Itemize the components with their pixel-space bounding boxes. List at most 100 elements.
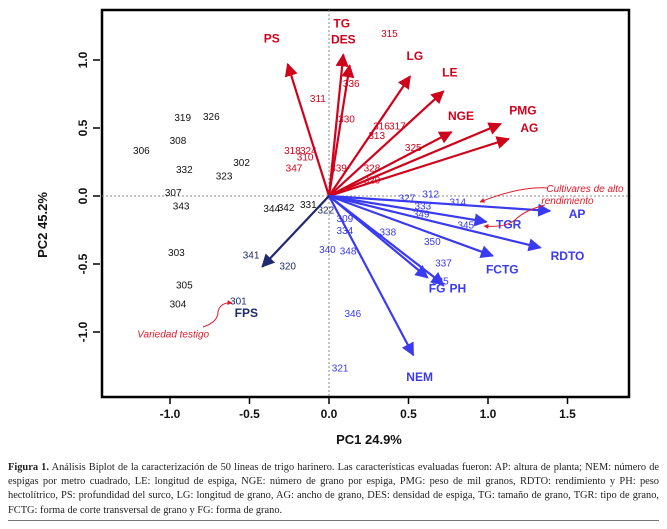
point-label-347: 347	[286, 163, 303, 174]
point-label-315: 315	[381, 29, 398, 40]
y-tick-label: -1.0	[76, 321, 90, 342]
vector-label-ap: AP	[569, 207, 586, 221]
x-tick-label: 0.0	[321, 407, 338, 421]
point-label-309: 309	[337, 214, 354, 225]
point-label-339: 339	[330, 163, 347, 174]
vector-label-ps: PS	[264, 31, 280, 45]
point-label-311: 311	[310, 94, 326, 105]
caption-label: Figura 1.	[8, 462, 49, 473]
vector-label-des: DES	[331, 33, 356, 47]
point-label-324: 324	[300, 146, 317, 157]
point-label-302: 302	[233, 158, 250, 169]
vector-ph	[328, 195, 445, 286]
vector-label-rdto: RDTO	[551, 249, 585, 263]
vector-label-nem: NEM	[406, 370, 433, 384]
vector-label-nge: NGE	[448, 109, 474, 123]
point-label-341: 341	[243, 250, 260, 261]
vector-label-ph: PH	[449, 282, 466, 296]
vector-label-fctg: FCTG	[486, 263, 519, 277]
vector-label-tg: TG	[333, 16, 350, 30]
point-label-313: 313	[368, 131, 385, 142]
point-label-310: 310	[297, 153, 314, 164]
vector-label-tgr: TGR	[496, 218, 522, 232]
vector-ap	[328, 194, 552, 217]
point-label-344: 344	[263, 204, 280, 215]
vector-pmg	[328, 122, 502, 198]
y-tick-label: -0.5	[76, 253, 90, 274]
vector-nem	[328, 195, 415, 357]
figure-caption: Figura 1. Análisis Biplot de la caracter…	[8, 461, 659, 518]
vector-ag	[328, 136, 510, 198]
x-tick-label: 1.0	[480, 407, 497, 421]
vector-tg	[327, 53, 349, 197]
point-label-301: 301	[230, 297, 247, 308]
point-label-325: 325	[405, 143, 422, 154]
x-tick-label: 1.5	[559, 407, 576, 421]
vector-ps	[284, 62, 331, 197]
x-tick-label: 0.5	[400, 407, 417, 421]
point-label-312: 312	[422, 189, 439, 200]
point-label-349: 349	[413, 210, 430, 221]
point-label-316: 316	[373, 121, 390, 132]
vector-fctg	[328, 194, 495, 258]
vector-label-le: LE	[442, 65, 457, 79]
annotation-text: Variedad testigo	[137, 329, 209, 340]
point-label-305: 305	[176, 280, 193, 291]
point-label-328: 328	[364, 163, 381, 174]
point-label-348: 348	[340, 246, 357, 257]
vector-label-fps: FPS	[235, 306, 258, 320]
point-label-333: 333	[414, 202, 431, 213]
point-label-329: 329	[364, 176, 381, 187]
point-label-346: 346	[345, 309, 362, 320]
y-tick-label: 0.0	[76, 187, 90, 204]
point-label-314: 314	[449, 197, 466, 208]
point-label-307: 307	[165, 188, 182, 199]
point-label-318: 318	[284, 146, 301, 157]
vector-label-lg: LG	[407, 49, 424, 63]
vector-label-pmg: PMG	[509, 103, 536, 117]
point-label-321: 321	[332, 363, 349, 374]
point-label-331: 331	[300, 200, 317, 211]
point-label-322: 322	[317, 206, 334, 217]
point-label-336: 336	[343, 79, 360, 90]
vector-des	[327, 64, 355, 197]
vector-label-ag: AG	[520, 121, 538, 135]
vector-rdto	[328, 194, 542, 252]
x-axis-label: PC1 24.9%	[336, 432, 402, 447]
annotation-arrow-345	[483, 204, 546, 229]
point-label-323: 323	[216, 172, 233, 183]
point-label-350: 350	[424, 237, 441, 248]
annotation-arrow-301	[202, 300, 233, 328]
point-label-308: 308	[170, 136, 187, 147]
y-tick-label: 1.0	[76, 51, 90, 68]
vector-nge	[328, 131, 453, 197]
point-label-343: 343	[173, 202, 190, 213]
x-tick-label: -1.0	[160, 407, 181, 421]
point-label-334: 334	[337, 226, 354, 237]
point-label-342: 342	[278, 203, 295, 214]
vector-lg	[328, 75, 412, 197]
point-label-317: 317	[389, 121, 406, 132]
annotation-text: rendimiento	[541, 196, 594, 207]
point-label-338: 338	[379, 227, 396, 238]
point-label-304: 304	[170, 299, 187, 310]
point-label-319: 319	[174, 113, 191, 124]
point-label-335: 335	[432, 276, 449, 287]
point-label-303: 303	[168, 248, 185, 259]
biplot-chart: -1.0 -0.5 0.0 0.5 1.0 1.5 -1.0 -0.5 0.0 0.5 1.0 P…	[35, 8, 631, 447]
point-label-337: 337	[435, 259, 452, 270]
plot-frame	[100, 8, 631, 399]
y-tick-label: 0.5	[76, 119, 90, 136]
vector-fps	[261, 195, 330, 268]
point-label-340: 340	[319, 245, 336, 256]
point-label-327: 327	[399, 193, 416, 204]
vector-le	[328, 90, 445, 197]
point-label-320: 320	[279, 261, 296, 272]
point-label-345: 345	[457, 221, 474, 232]
caption-rule	[8, 520, 659, 521]
point-label-332: 332	[176, 165, 193, 176]
point-label-330: 330	[338, 114, 355, 125]
caption-text: Análisis Biplot de la caracterización de…	[8, 462, 659, 516]
y-axis-label: PC2 45.2%	[35, 192, 50, 258]
point-label-326: 326	[203, 112, 220, 123]
